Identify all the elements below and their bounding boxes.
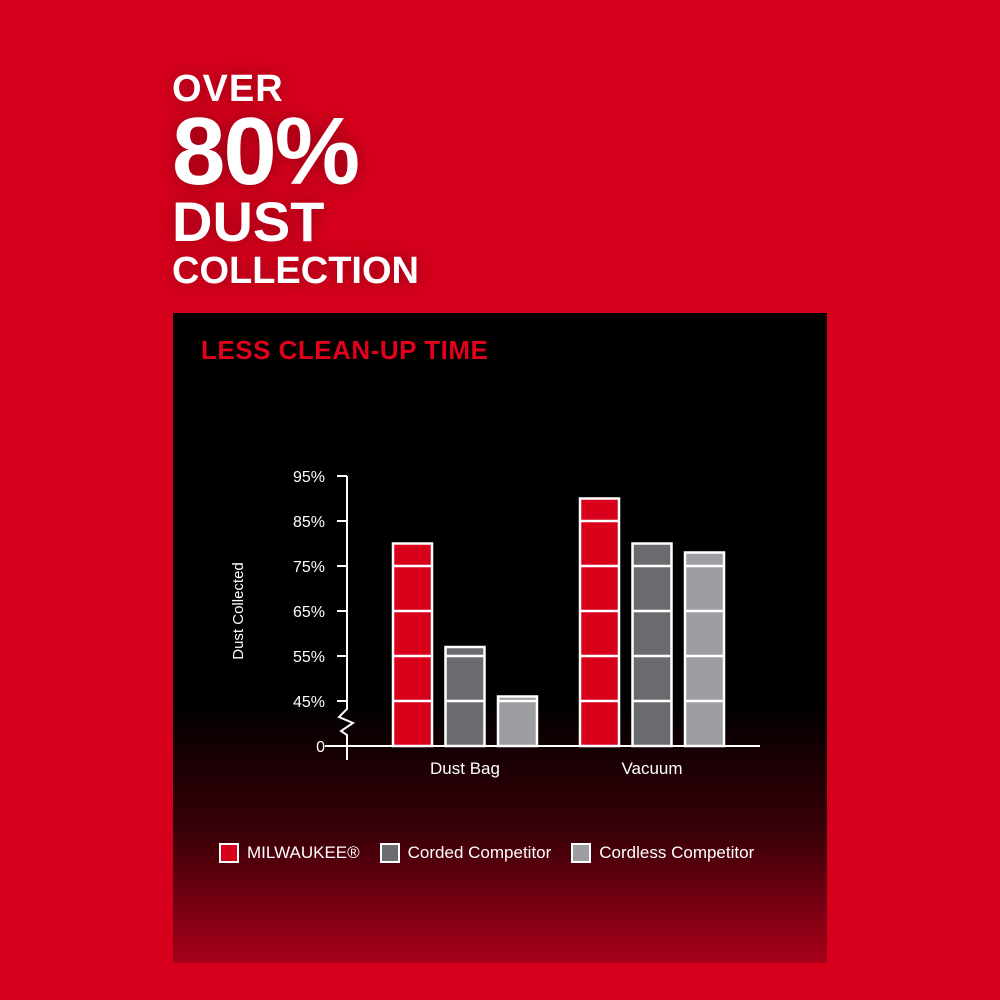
chart-title: LESS CLEAN-UP TIME (201, 335, 489, 365)
y-tick-label: 55% (293, 649, 325, 666)
legend: MILWAUKEE® Corded Competitor Cordless Co… (219, 843, 754, 863)
y-tick-label: 0 (316, 739, 325, 756)
x-tick-label: Dust Bag (430, 759, 500, 778)
legend-item: Corded Competitor (379, 843, 552, 863)
headline-over: OVER (172, 68, 284, 110)
x-tick-label: Vacuum (621, 759, 682, 778)
legend-label: Cordless Competitor (599, 843, 755, 862)
y-tick-label: 75% (293, 559, 325, 576)
bar (683, 551, 726, 748)
legend-item: MILWAUKEE® (219, 843, 360, 863)
headline-collection: COLLECTION (172, 250, 419, 292)
bar (631, 542, 673, 748)
headline-percent: 80% (172, 98, 360, 205)
legend-label: Corded Competitor (407, 843, 552, 862)
y-axis-label: Dust Collected (230, 562, 247, 660)
bar (444, 645, 486, 748)
bar (496, 695, 539, 748)
y-axis (337, 476, 356, 760)
bar (391, 542, 434, 748)
chart-panel: LESS CLEAN-UP TIME 95% 85% 75% 65% 55% 45% 0 Du… (173, 313, 827, 963)
y-tick-label: 45% (293, 694, 325, 711)
y-tick-label: 65% (293, 604, 325, 621)
headline: OVER 80% DUST COLLECTION (172, 70, 419, 290)
legend-swatch (219, 843, 239, 863)
y-tick-label: 95% (293, 469, 325, 486)
headline-dust: DUST (172, 190, 325, 253)
y-tick-label: 85% (293, 514, 325, 531)
legend-item: Cordless Competitor (571, 843, 754, 863)
legend-label: MILWAUKEE® (247, 843, 360, 862)
legend-swatch (571, 843, 592, 863)
bar-chart: 95% 85% 75% 65% 55% 45% 0 Dust Collected Dust Ba… (230, 469, 760, 778)
bar (578, 497, 621, 748)
legend-swatch (379, 843, 400, 863)
